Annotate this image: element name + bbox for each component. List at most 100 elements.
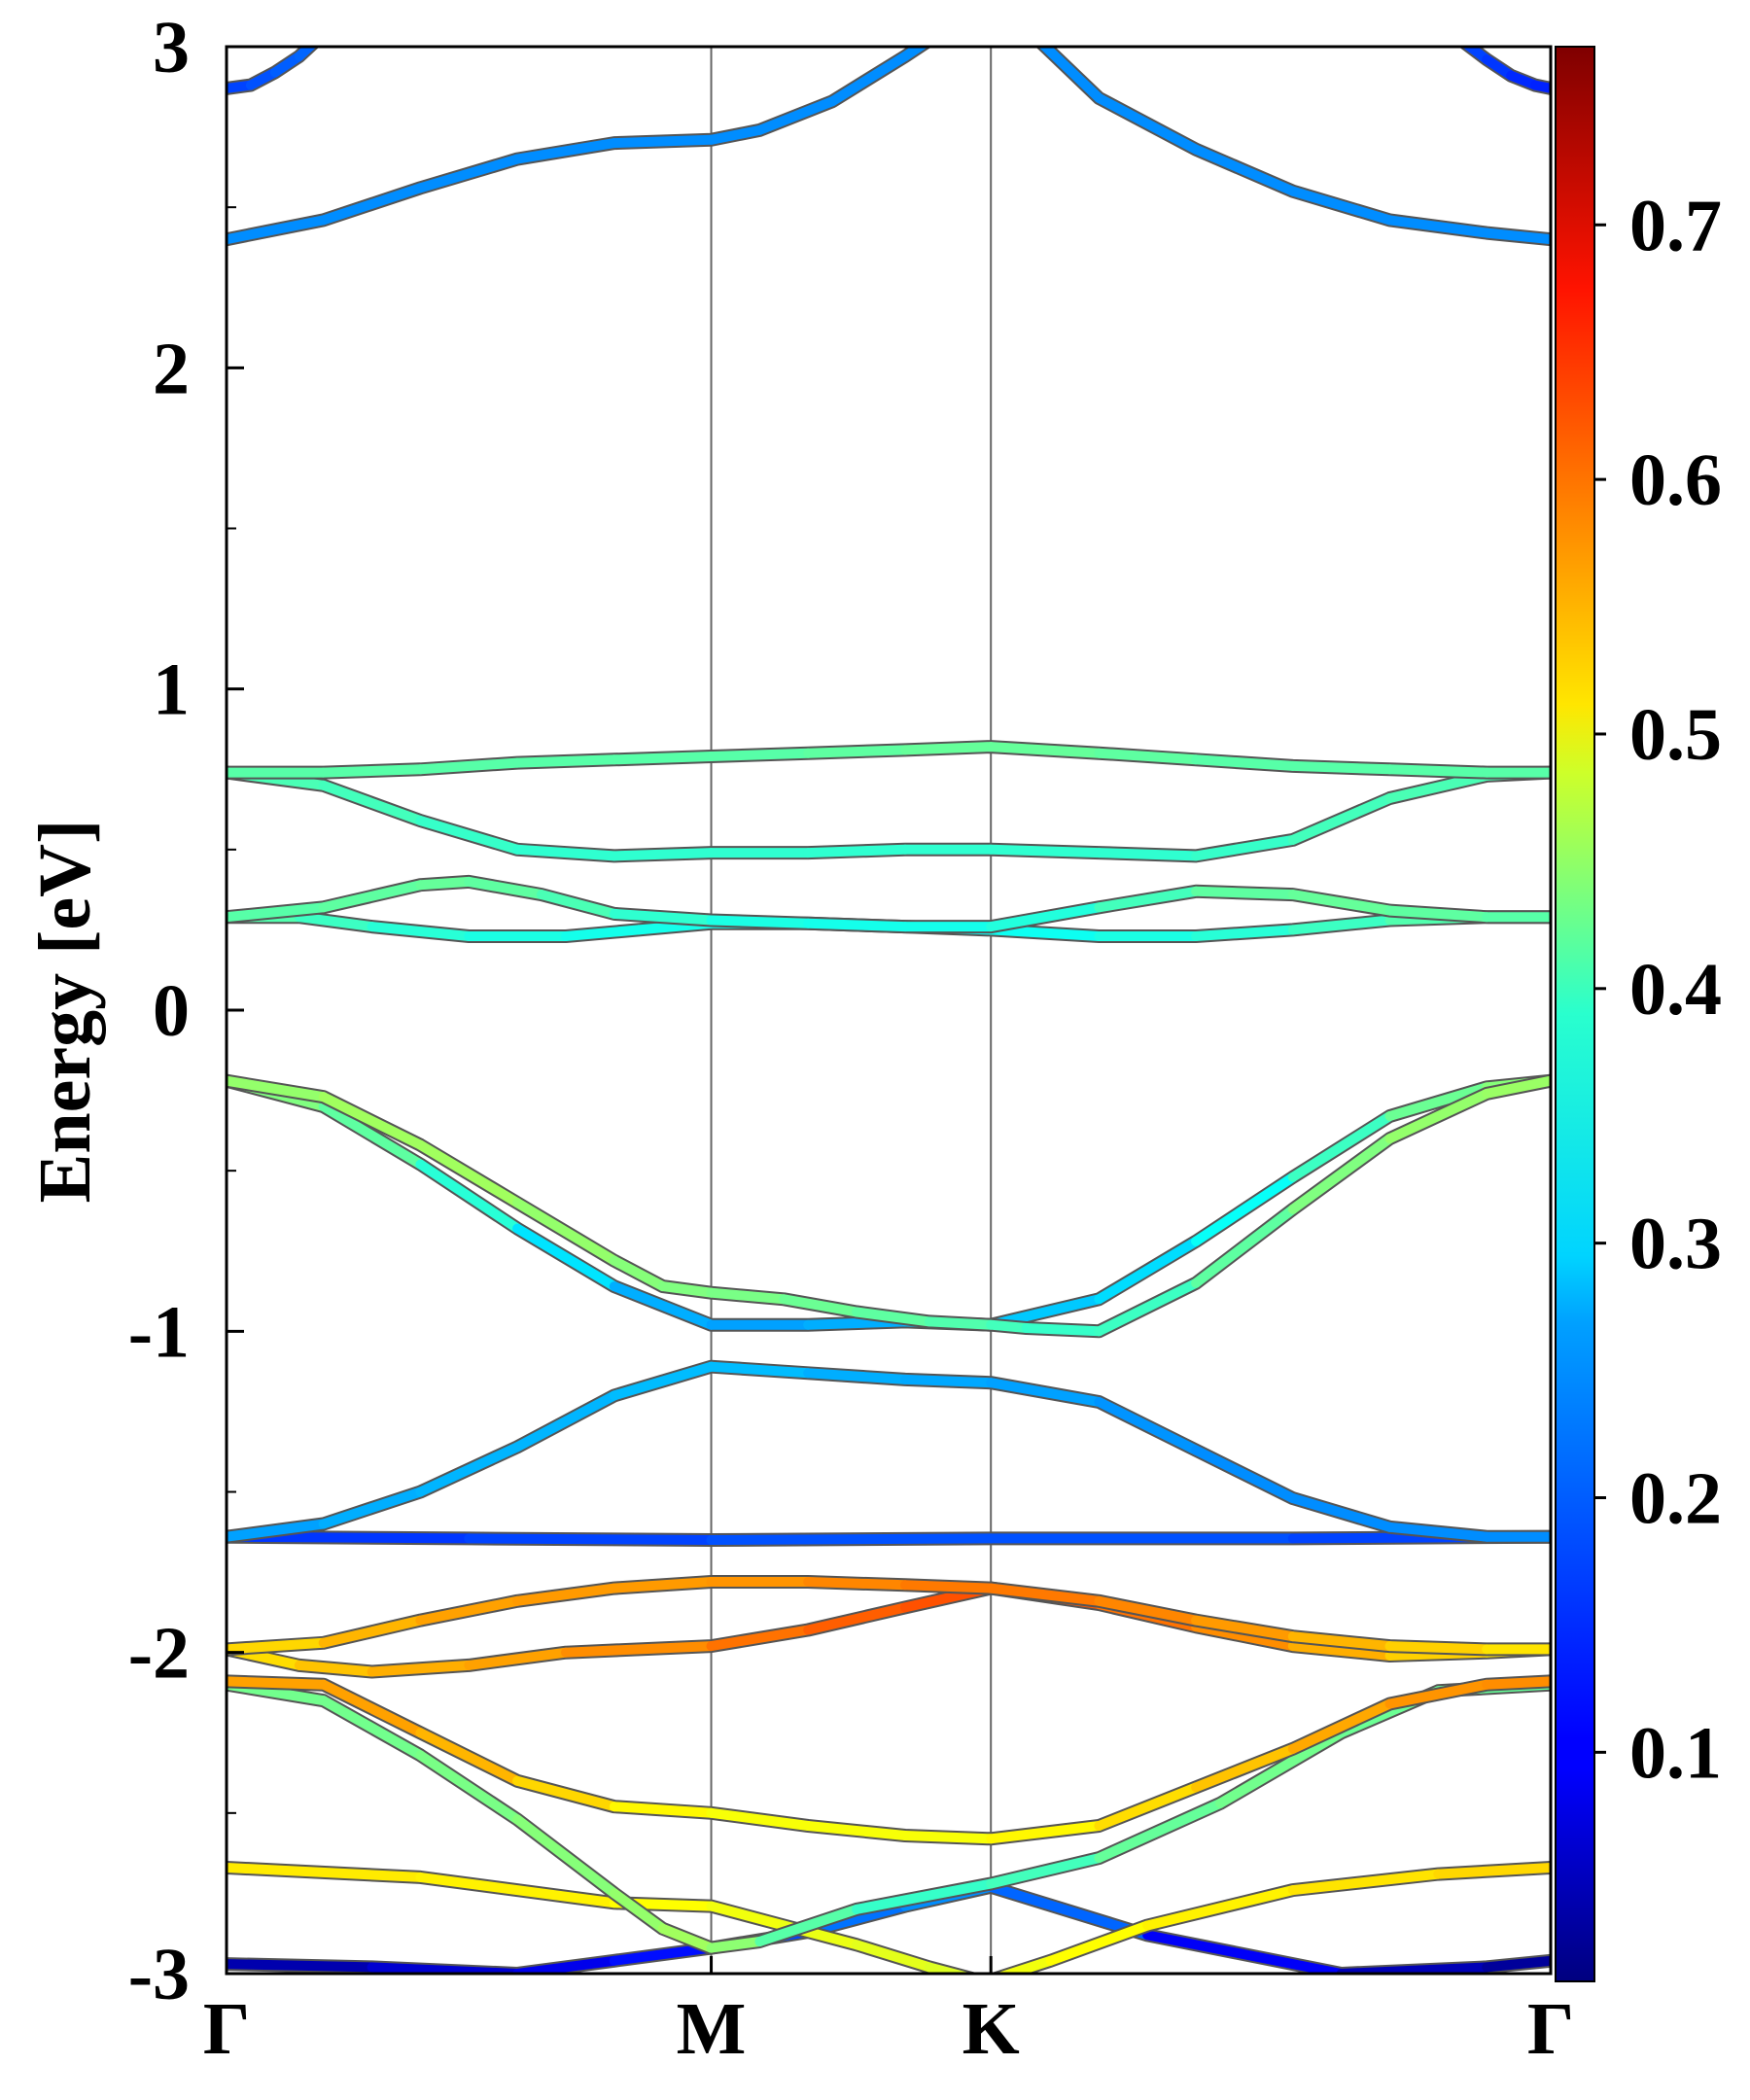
band-4-segment: [318, 1679, 426, 1738]
band-9-segment: [1191, 1172, 1298, 1246]
band-10-segment: [1021, 1323, 1104, 1337]
band-7-segment: [464, 1533, 717, 1545]
band-15-segment: [706, 124, 765, 145]
colorbar-ticks: 0.1 0.2 0.3 0.4 0.5 0.6 0.7: [1594, 185, 1722, 1794]
band-10-segment: [227, 1075, 329, 1102]
band-2b-segment: [1045, 1920, 1153, 1966]
colorbar-tick-label: 0.7: [1629, 185, 1722, 266]
band-6-segment: [227, 1637, 329, 1655]
band-11-segment: [294, 912, 377, 932]
band-6-segment: [1384, 1641, 1492, 1655]
band-12-segment: [537, 890, 619, 919]
band-14-segment: [706, 748, 814, 761]
band-3-segment: [318, 1696, 426, 1761]
band-8-segment: [415, 1442, 523, 1497]
band-12-segment: [1287, 890, 1395, 916]
band-15-segment: [227, 215, 329, 245]
band-2-segment: [227, 1863, 426, 1882]
band-4-segment: [900, 1831, 997, 1844]
band-15-segment: [512, 138, 619, 164]
band-15-segment: [1037, 47, 1104, 103]
band-14-segment: [609, 752, 717, 765]
band-1-segment: [803, 1901, 910, 1938]
band-4: [227, 1674, 1551, 1846]
y-axis-ticks: -3 -2 -1 0 1 2 3: [128, 7, 244, 2015]
band-6-segment: [512, 1583, 619, 1606]
band-13-segment: [512, 844, 619, 861]
band-12-segment: [1094, 886, 1202, 913]
band-14: [227, 740, 1551, 780]
band-8-segment: [227, 1519, 329, 1542]
band-15-segment: [415, 154, 523, 193]
band-15-segment: [827, 51, 910, 107]
band-7-segment: [706, 1533, 997, 1545]
band-8: [227, 1359, 1551, 1544]
band-2-segment: [415, 1872, 619, 1908]
band-15-segment: [1094, 92, 1202, 155]
band-13-segment: [1094, 848, 1202, 861]
band-8-segment: [609, 1361, 717, 1401]
band-13-segment: [803, 844, 910, 858]
band-5-segment: [803, 1602, 910, 1635]
band-17: [1458, 47, 1551, 95]
band-4-segment: [1287, 1698, 1395, 1754]
band-10-segment: [1191, 1204, 1298, 1288]
band-13-segment: [1384, 770, 1492, 803]
band-15-segment: [1482, 228, 1551, 245]
band-3-segment: [657, 1923, 717, 1953]
band-6-segment: [609, 1577, 717, 1593]
band-11-segment: [367, 922, 474, 941]
y-tick-label: 3: [153, 7, 190, 88]
band-12: [227, 874, 1551, 934]
band-15-segment: [1287, 186, 1395, 226]
band-8-segment: [900, 1374, 997, 1388]
colorbar: [1555, 46, 1595, 1982]
band-5: [227, 1581, 1551, 1679]
colorbar-tick-label: 0.1: [1629, 1712, 1722, 1794]
band-3-segment: [986, 1853, 1104, 1889]
band-2-segment: [978, 1980, 992, 1987]
band-14-segment: [803, 745, 910, 758]
band-3-segment: [754, 1904, 862, 1946]
kpoint-label: Γ: [1527, 1988, 1574, 2070]
colorbar-tick-label: 0.5: [1629, 694, 1722, 776]
band-8-segment: [706, 1361, 814, 1379]
band-17-segment: [1530, 80, 1551, 93]
band-12-segment: [986, 902, 1104, 932]
band-4-segment: [706, 1807, 814, 1831]
band-15-segment: [609, 134, 717, 149]
band-2b-segment: [1433, 1863, 1551, 1879]
band-9-segment: [1094, 1236, 1202, 1305]
y-tick-label: -3: [128, 1934, 190, 2015]
band-8-segment: [1287, 1493, 1395, 1532]
band-4-segment: [609, 1802, 717, 1818]
band-6-segment: [415, 1595, 523, 1626]
y-axis-title: Energy [eV]: [24, 820, 106, 1204]
band-16: [227, 47, 320, 95]
band-14-segment: [318, 764, 426, 778]
band-10: [227, 1073, 1551, 1339]
colorbar-tick-label: 0.3: [1629, 1204, 1722, 1285]
band-4-segment: [986, 1821, 1104, 1844]
band-14-segment: [1094, 748, 1202, 765]
band-16-segment: [294, 47, 317, 61]
band-11-segment: [986, 925, 1104, 941]
band-10-segment: [1384, 1088, 1492, 1144]
band-10-segment: [779, 1294, 862, 1317]
kpoint-label: M: [677, 1988, 747, 2070]
band-5-segment: [294, 1660, 377, 1677]
kpoint-label: Γ: [203, 1988, 250, 2070]
band-8-segment: [318, 1487, 426, 1529]
band-9-segment: [415, 1159, 523, 1234]
band-9-segment: [1287, 1111, 1395, 1182]
band-2: [227, 1861, 992, 1987]
band-2b-segment: [1287, 1869, 1444, 1896]
band-12-segment: [1384, 905, 1492, 923]
band-10-segment: [986, 1319, 1032, 1333]
band-10-segment: [1287, 1134, 1395, 1214]
band-11-segment: [1287, 915, 1395, 935]
band-3-segment: [609, 1888, 668, 1934]
band-12-segment: [415, 876, 474, 891]
band-5-segment: [367, 1660, 474, 1677]
